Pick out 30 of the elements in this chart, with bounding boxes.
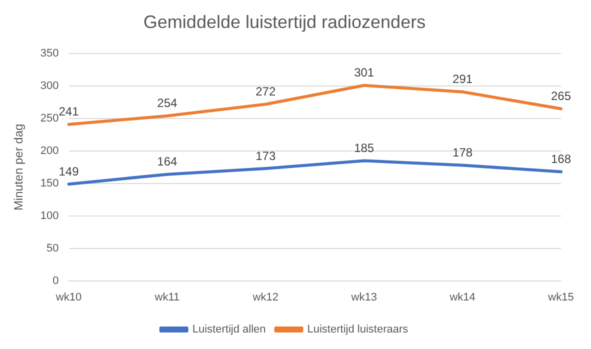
y-tick-label: 250	[40, 112, 59, 125]
data-label: 272	[256, 84, 276, 99]
data-label: 168	[550, 152, 572, 166]
y-tick-label: 50	[46, 242, 59, 254]
data-label: 178	[452, 146, 473, 160]
data-label: 173	[256, 148, 276, 163]
legend-label: Luistertijd allen	[192, 324, 266, 336]
data-label: 149	[58, 164, 80, 178]
data-label: 265	[550, 89, 572, 104]
x-tick-label: wk11	[154, 291, 180, 304]
legend-label: Luistertijd luisteraars	[307, 324, 409, 336]
x-tick-label: wk12	[252, 291, 278, 304]
y-tick-label: 0	[52, 274, 59, 287]
y-tick-label: 150	[40, 177, 59, 190]
x-tick-label: wk14	[448, 291, 476, 304]
chart-title: Gemiddelde luistertijd radiozenders	[143, 12, 426, 32]
data-label: 185	[354, 141, 374, 156]
x-tick-label: wk13	[350, 291, 377, 304]
data-label: 301	[354, 66, 374, 80]
x-tick-label: wk10	[54, 291, 82, 304]
y-tick-label: 350	[40, 48, 59, 60]
y-axis-title: Minuten per dag	[12, 124, 26, 211]
data-label: 241	[58, 104, 80, 119]
y-tick-label: 300	[40, 80, 59, 92]
data-label: 164	[157, 154, 178, 169]
data-label: 254	[157, 96, 178, 110]
y-tick-label: 200	[40, 145, 59, 158]
x-tick-label: wk15	[547, 291, 574, 304]
data-label: 291	[452, 72, 473, 86]
y-tick-label: 100	[40, 210, 59, 222]
